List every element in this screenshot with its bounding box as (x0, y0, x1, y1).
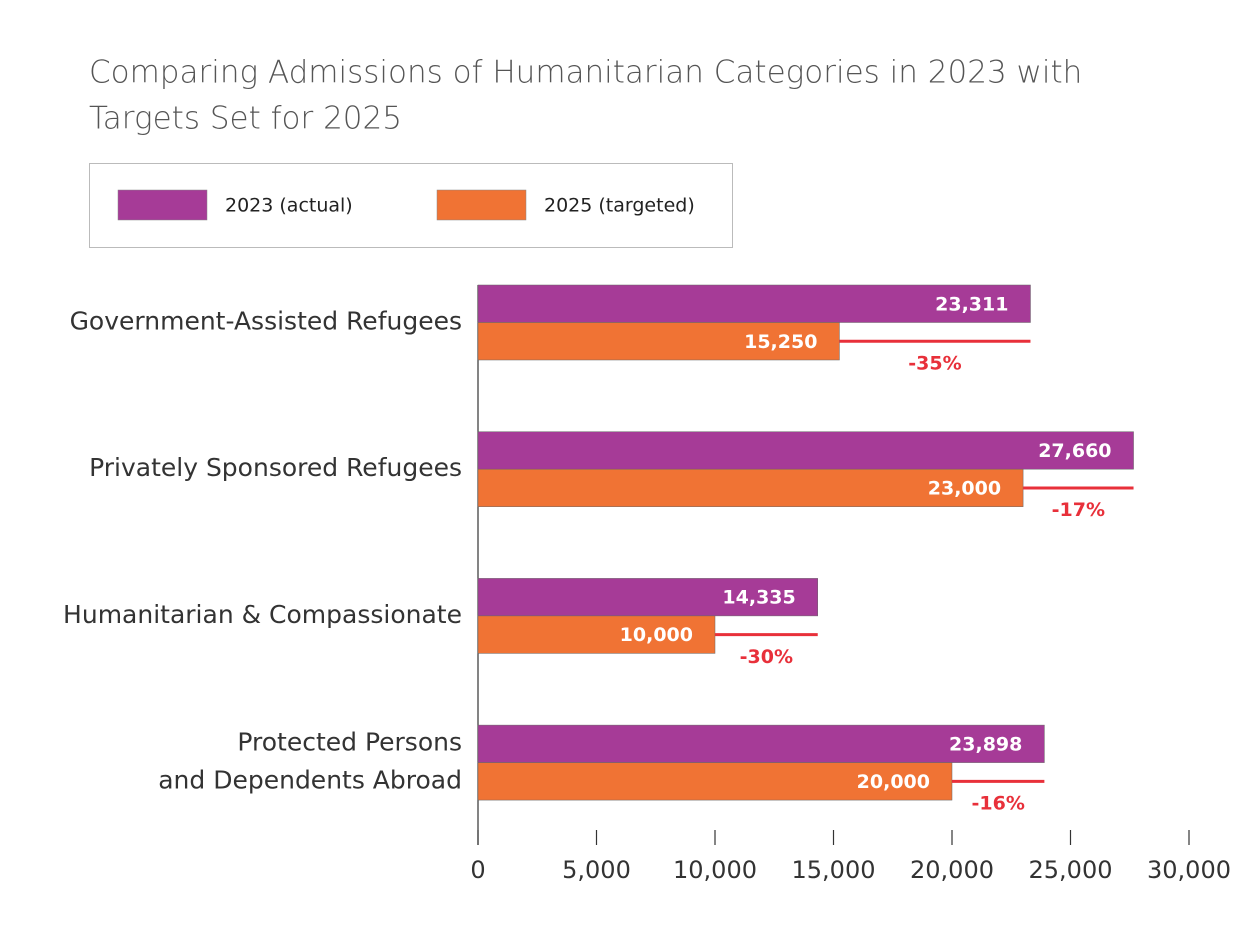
legend-box (89, 163, 733, 248)
x-tick-label: 20,000 (910, 856, 994, 884)
value-label: 27,660 (1038, 440, 1111, 462)
value-label: 14,335 (722, 587, 795, 609)
change-label: -16% (972, 793, 1025, 815)
value-label: 23,311 (935, 293, 1008, 315)
category-label: Government-Assisted Refugees (70, 307, 462, 336)
value-label: 23,898 (949, 733, 1022, 755)
bar (477, 762, 953, 801)
legend-label: 2023 (actual) (225, 195, 353, 217)
category-label: Humanitarian & Compassionate (63, 600, 462, 629)
legend-label: 2025 (targeted) (544, 195, 695, 217)
bar (477, 615, 716, 654)
value-label: 20,000 (857, 771, 930, 793)
bar (477, 284, 1031, 323)
x-tick-label: 30,000 (1147, 856, 1231, 884)
bar (477, 724, 1045, 763)
bar (477, 322, 840, 361)
value-label: 15,250 (744, 331, 817, 353)
change-label: -30% (740, 646, 793, 668)
category-label: Protected Persons and Dependents Abroad (158, 728, 462, 795)
change-label: -17% (1052, 499, 1105, 521)
value-label: 23,000 (928, 477, 1001, 499)
value-label: 10,000 (620, 624, 693, 646)
bar (477, 468, 1024, 507)
x-tick-label: 10,000 (673, 856, 757, 884)
bar (477, 431, 1134, 470)
chart-title-line1: Comparing Admissions of Humanitarian Cat… (89, 55, 1082, 91)
legend-swatch (117, 189, 208, 221)
chart-title-line2: Targets Set for 2025 (89, 101, 402, 137)
legend-swatch (436, 189, 527, 221)
x-tick-label: 0 (470, 856, 485, 884)
category-label: Privately Sponsored Refugees (89, 453, 462, 482)
change-label: -35% (908, 353, 961, 375)
bar (477, 578, 818, 617)
x-tick-label: 25,000 (1029, 856, 1113, 884)
x-tick-label: 15,000 (792, 856, 876, 884)
x-tick-label: 5,000 (562, 856, 631, 884)
